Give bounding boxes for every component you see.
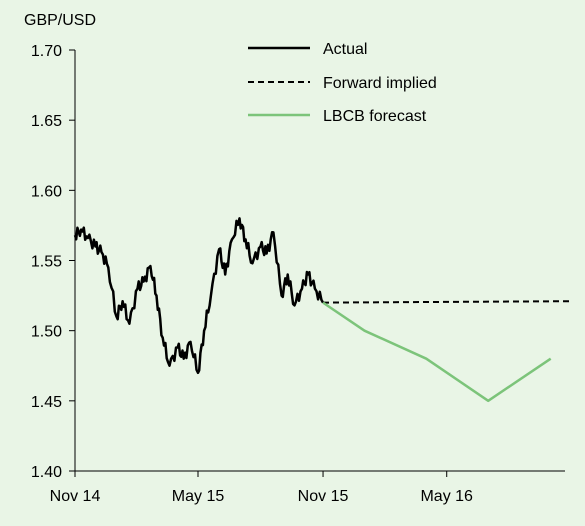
legend-label: Actual: [323, 41, 367, 58]
legend-label: Forward implied: [323, 75, 437, 92]
y-tick-label: 1.55: [31, 254, 62, 271]
series-forward-implied-line: [322, 300, 572, 304]
x-tick-label: May 16: [420, 488, 473, 505]
y-tick-label: 1.50: [31, 324, 62, 341]
x-axis: Nov 14 May 15 Nov 15 May 16: [50, 470, 565, 505]
y-tick-label: 1.70: [31, 43, 62, 60]
series-actual-line: [73, 217, 325, 375]
y-axis: 1.70 1.65 1.60 1.55 1.50 1.45 1.40: [31, 43, 76, 481]
legend-label: LBCB forecast: [323, 108, 427, 125]
y-tick-label: 1.60: [31, 183, 62, 200]
y-tick-label: 1.65: [31, 113, 62, 130]
y-axis-title: GBP/USD: [24, 12, 96, 29]
x-tick-label: Nov 15: [298, 488, 349, 505]
legend: Actual Forward implied LBCB forecast: [248, 41, 437, 125]
y-tick-label: 1.45: [31, 394, 62, 411]
x-tick-label: Nov 14: [50, 488, 101, 505]
series-lbcb-forecast-line: [322, 301, 552, 403]
y-tick-label: 1.40: [31, 464, 62, 481]
x-tick-label: May 15: [172, 488, 225, 505]
plot-area: [73, 217, 572, 403]
